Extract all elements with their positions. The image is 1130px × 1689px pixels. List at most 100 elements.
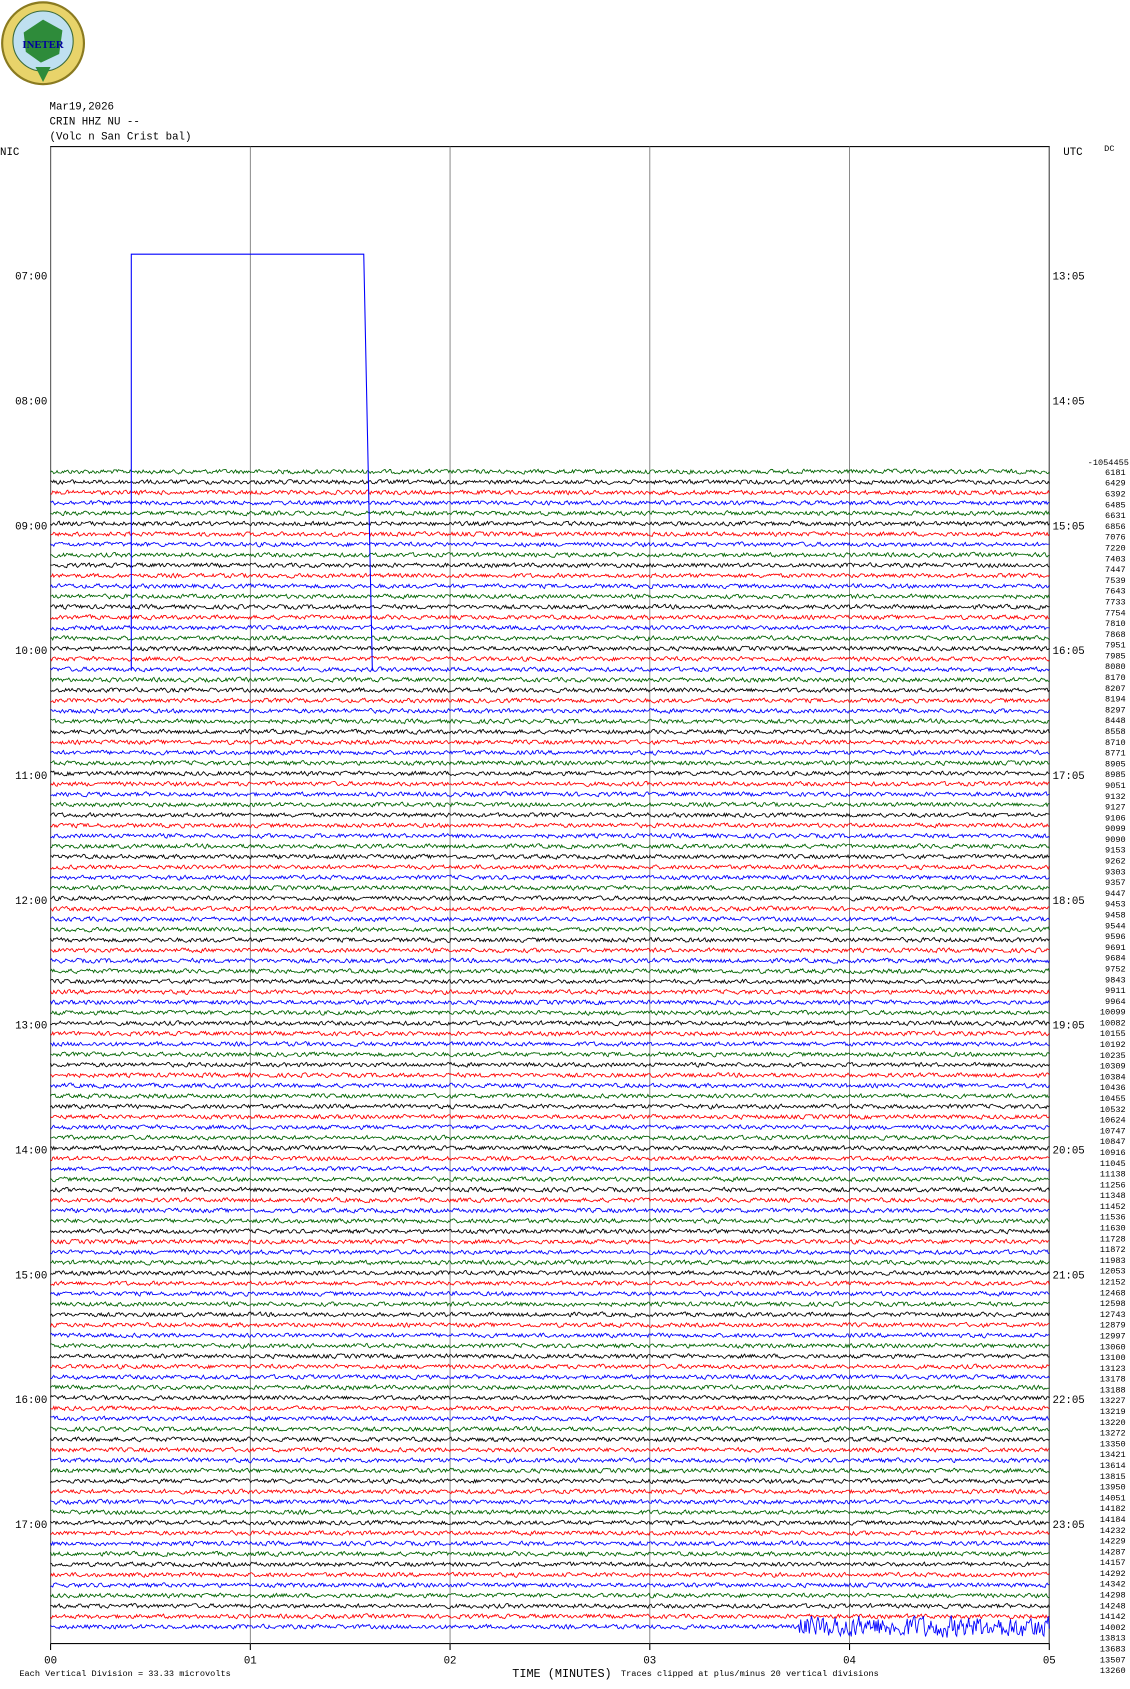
x-tick-label: 01: [244, 1656, 257, 1668]
dc-value: 7733: [1105, 597, 1126, 607]
left-time-label: 12:00: [15, 896, 47, 908]
trace: [50, 915, 1050, 923]
right-time-label: 23:05: [1053, 1520, 1085, 1532]
trace: [50, 1415, 1050, 1422]
trace: [50, 780, 1050, 787]
trace: [50, 1342, 1050, 1349]
dc-value: 13683: [1100, 1645, 1126, 1655]
right-time-label: 17:05: [1053, 771, 1085, 783]
dc-value: 7951: [1105, 641, 1126, 651]
trace: [50, 1446, 1050, 1453]
dc-value: 13507: [1100, 1655, 1126, 1665]
footer-right: Traces clipped at plus/minus 20 vertical…: [621, 1669, 879, 1679]
dc-value: 13272: [1100, 1429, 1126, 1439]
dc-value: 9153: [1105, 846, 1126, 856]
dc-value: 10099: [1100, 1008, 1126, 1018]
dc-value: 13260: [1100, 1666, 1126, 1676]
dc-value: 9691: [1105, 943, 1126, 953]
trace: [50, 1009, 1050, 1016]
trace: [50, 759, 1050, 766]
dc-value: 9684: [1105, 954, 1126, 964]
dc-value: 7868: [1105, 630, 1126, 640]
left-time-label: 11:00: [15, 771, 47, 783]
dc-value: 13350: [1100, 1439, 1126, 1449]
dc-value: 14292: [1100, 1569, 1126, 1579]
dc-value: 8170: [1105, 673, 1126, 683]
dc-value: 9090: [1105, 835, 1126, 845]
trace: [50, 1457, 1050, 1464]
trace: [50, 499, 1050, 506]
dc-value: 14002: [1100, 1623, 1126, 1633]
dc-value: 13220: [1100, 1418, 1126, 1428]
trace: [50, 468, 1050, 475]
trace: [50, 687, 1050, 694]
trace: [50, 1519, 1050, 1526]
left-time-label: 17:00: [15, 1520, 47, 1532]
trace: [50, 1509, 1050, 1516]
dc-value: 9357: [1105, 878, 1126, 888]
dc-value: 14184: [1100, 1515, 1126, 1525]
dc-value: 14229: [1100, 1537, 1126, 1547]
trace: [50, 895, 1050, 902]
dc-value: 14248: [1100, 1601, 1126, 1611]
traces: [50, 468, 1050, 1638]
trace: [50, 1405, 1050, 1412]
trace: [50, 1259, 1050, 1266]
dc-value: 7220: [1105, 544, 1126, 554]
trace: [50, 1561, 1050, 1568]
right-time-label: 22:05: [1053, 1395, 1085, 1407]
trace: [50, 562, 1050, 569]
trace: [50, 853, 1050, 860]
trace: [50, 1301, 1050, 1308]
dc-value: 12997: [1100, 1331, 1126, 1341]
trace: [50, 1186, 1050, 1193]
right-label: UTC: [1063, 147, 1082, 159]
dc-value: 9051: [1105, 781, 1126, 791]
dc-value: 14342: [1100, 1580, 1126, 1590]
dc-value: 7810: [1105, 619, 1126, 629]
dc-value: 12598: [1100, 1299, 1126, 1309]
trace: [50, 1134, 1050, 1141]
dc-value: 14232: [1100, 1526, 1126, 1536]
trace: [50, 947, 1050, 954]
dc-value: 14142: [1100, 1612, 1126, 1622]
trace: [50, 1020, 1050, 1027]
trace: [50, 863, 1050, 871]
trace: [50, 530, 1050, 538]
trace: [50, 968, 1050, 975]
trace: [50, 791, 1050, 798]
dc-value: 9262: [1105, 857, 1126, 867]
dc-value: 11630: [1100, 1224, 1126, 1234]
trace: [50, 1592, 1050, 1599]
trace: [50, 1353, 1050, 1360]
trace: [50, 1571, 1050, 1578]
trace: [50, 1394, 1050, 1401]
trace: [50, 1072, 1050, 1079]
trace: [50, 1332, 1050, 1339]
trace: [50, 1477, 1050, 1485]
dc-value: 8297: [1105, 705, 1126, 715]
right-time-label: 13:05: [1053, 272, 1085, 284]
trace: [50, 1321, 1050, 1329]
title-line: (Volc n San Crist bal): [50, 132, 192, 144]
trace: [50, 905, 1050, 912]
dc-value: 9752: [1105, 964, 1126, 974]
x-tick-label: 03: [643, 1656, 656, 1668]
trace: [50, 1228, 1050, 1235]
dc-value: 10082: [1100, 1018, 1126, 1028]
trace: [50, 739, 1050, 746]
trace: [50, 676, 1050, 683]
dc-value: 7403: [1105, 554, 1126, 564]
dc-value: 9127: [1105, 803, 1126, 813]
trace: [50, 1615, 1050, 1638]
trace: [50, 1238, 1050, 1245]
trace: [50, 988, 1050, 996]
trace: [50, 1144, 1050, 1152]
trace: [50, 832, 1050, 839]
dc-value: 10532: [1100, 1105, 1126, 1115]
trace: [50, 1290, 1050, 1297]
dc-value: 13815: [1100, 1472, 1126, 1482]
dc-value: 13421: [1100, 1450, 1126, 1460]
trace: [50, 874, 1050, 881]
